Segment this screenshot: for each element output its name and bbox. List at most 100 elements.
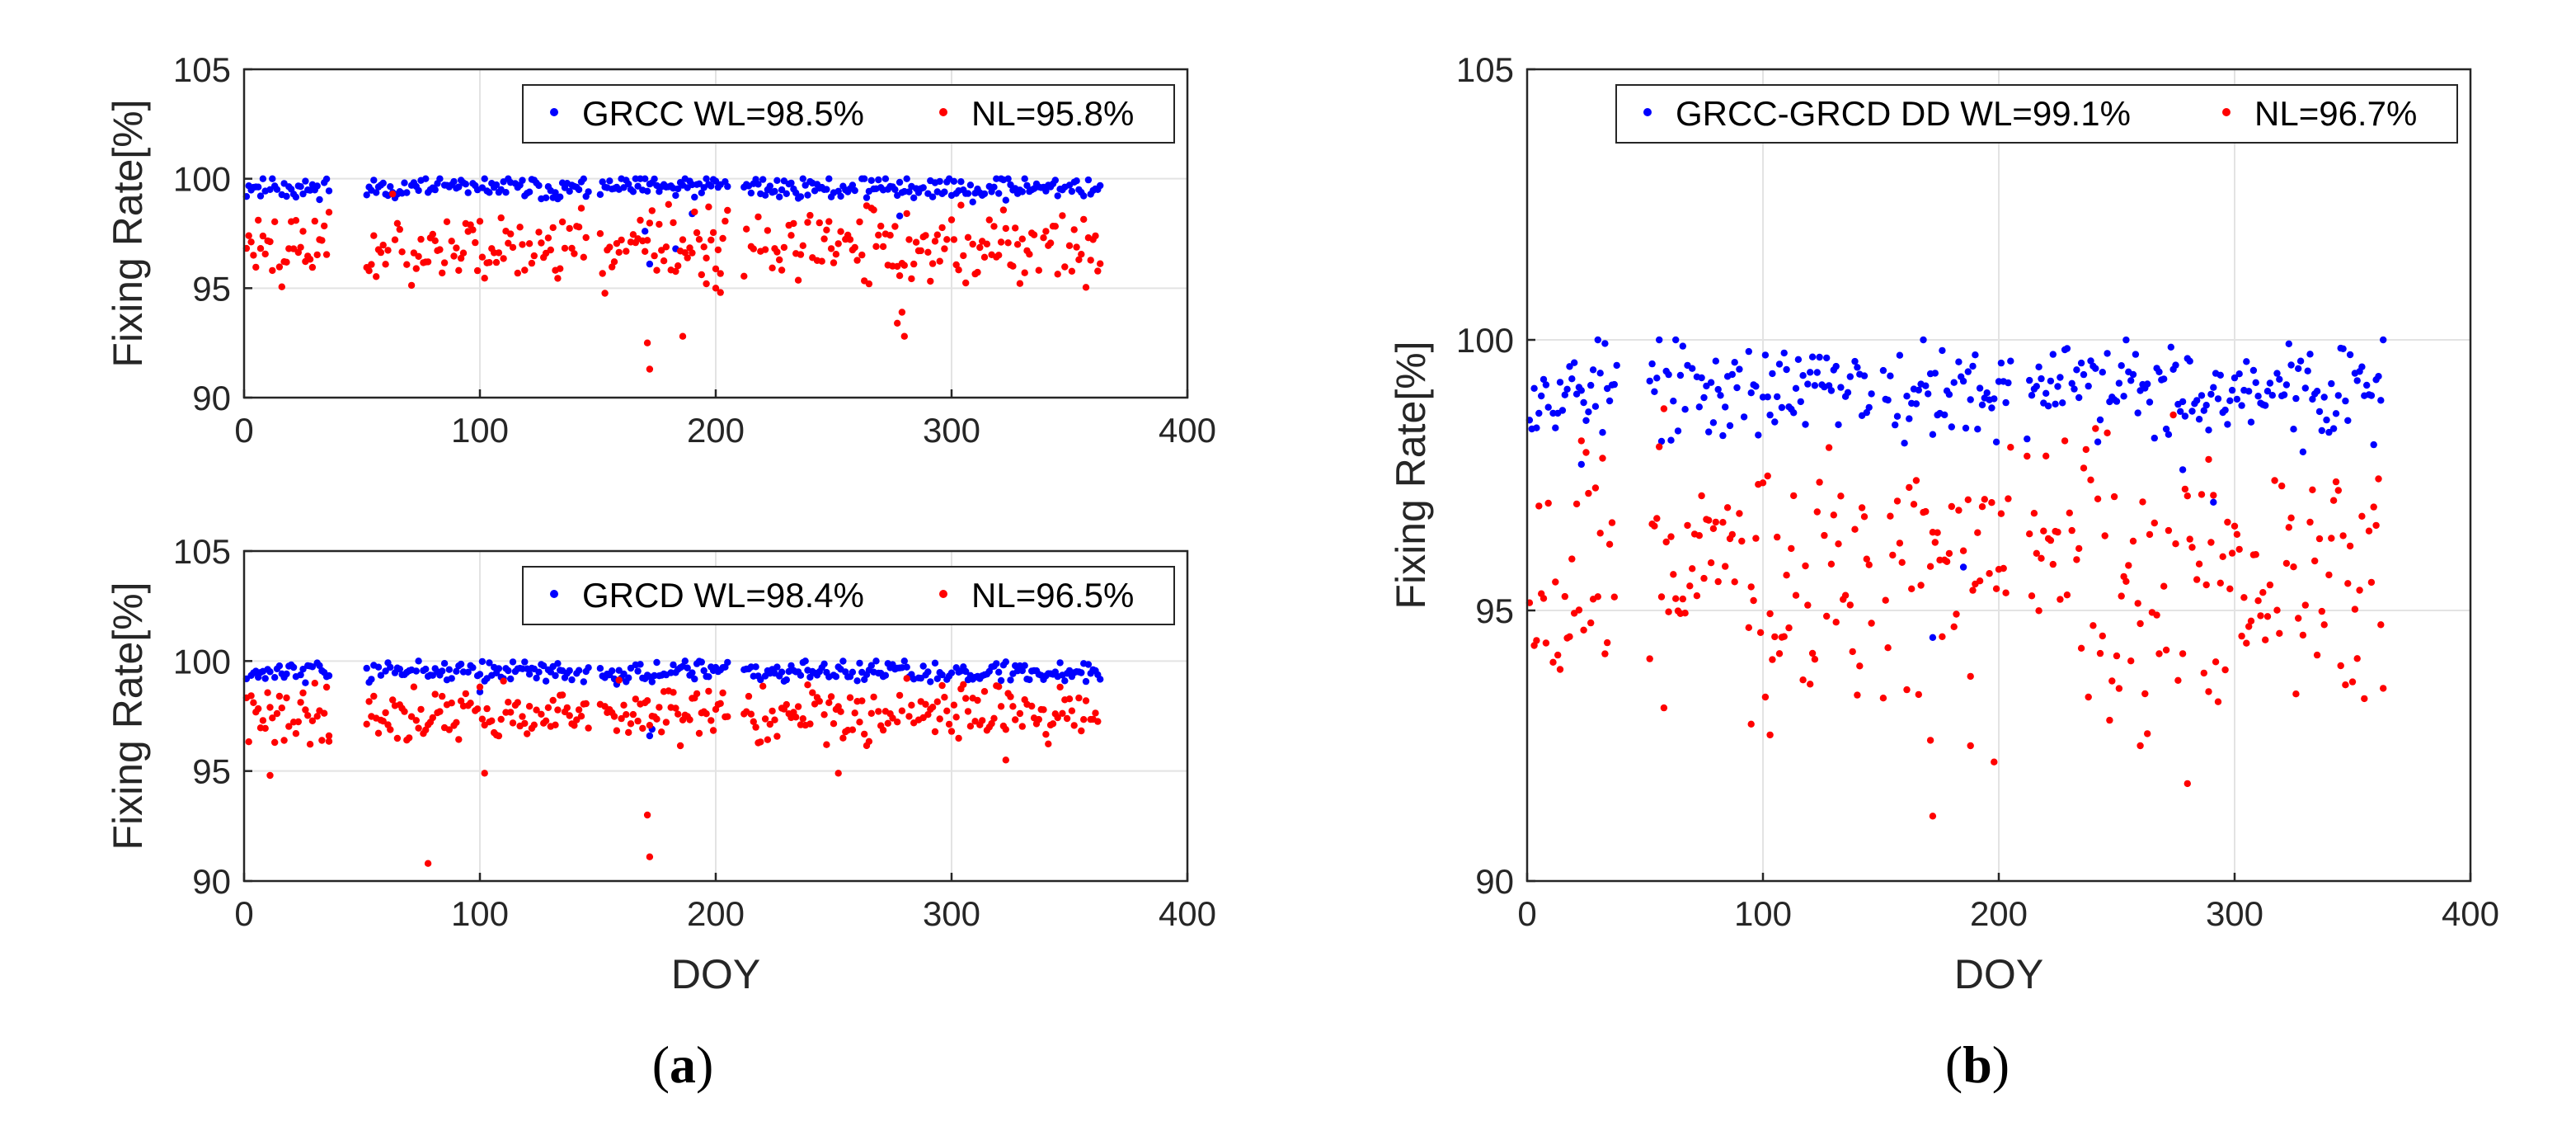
data-point [643,187,651,195]
data-point [2210,498,2217,506]
data-point [542,677,550,685]
data-point [625,728,632,737]
data-point [643,237,651,244]
data-point [1023,181,1031,190]
data-point [648,678,656,686]
data-point [894,719,901,726]
data-point [478,253,487,261]
data-point [895,272,904,280]
data-point [799,175,806,182]
data-point [2263,613,2272,620]
data-point [1906,415,1913,422]
data-point [580,175,587,182]
data-point [374,663,383,671]
data-point [629,231,637,238]
data-point [575,667,583,674]
data-point [1969,362,1977,370]
data-point [1783,572,1790,579]
data-point [2132,351,2140,358]
data-point [497,715,505,723]
data-point [1976,577,1984,585]
data-point [1530,384,1538,392]
data-point [445,666,453,673]
data-point [1898,558,1906,566]
data-point [1929,813,1937,820]
data-point [2177,408,2184,415]
data-point [997,676,1005,685]
data-point [2278,482,2286,490]
data-point [681,249,689,257]
data-point [1035,715,1043,723]
data-point [2089,622,2097,629]
data-point [582,700,590,708]
data-point [903,675,910,682]
data-point [827,245,835,252]
data-point [481,175,488,182]
data-point [905,713,913,720]
data-point [627,664,635,672]
data-point [2301,601,2309,609]
data-point [1868,620,1875,627]
data-point [368,676,375,683]
data-point [1766,610,1774,618]
data-point [563,704,571,712]
data-point [1884,644,1892,652]
data-point [2115,685,2123,692]
data-point [2252,551,2259,558]
data-point [825,175,833,182]
data-point [424,860,432,867]
data-point [1802,421,1809,428]
data-point [313,182,321,190]
data-point [912,238,920,246]
data-point [256,245,265,252]
data-point [1080,215,1088,224]
data-point [363,191,370,199]
data-point [1082,677,1090,686]
data-point [839,657,847,665]
data-point [261,250,269,258]
data-point [2287,361,2295,369]
data-point [1714,385,1722,393]
data-point [1731,359,1738,366]
data-point [1788,544,1795,553]
data-point [455,736,463,743]
data-point [879,726,887,734]
data-point [1915,386,1922,394]
data-point [384,247,392,254]
data-point [2273,370,2281,377]
data-point [2257,612,2264,620]
data-point [1992,585,2000,592]
data-point [1051,177,1060,184]
data-point [530,721,538,728]
data-point [507,709,515,716]
data-point [2254,597,2262,605]
data-point [980,688,989,695]
data-point [1605,540,1614,548]
data-point [533,706,540,714]
data-point [1925,390,1932,398]
data-point [2292,394,2300,403]
data-point [816,697,823,705]
data-point [2363,381,2371,389]
data-point [719,234,726,243]
data-point [283,258,290,266]
data-point [1585,408,1592,416]
data-point [542,194,550,201]
data-point [266,186,274,193]
data-point [2375,475,2382,483]
data-point [995,252,1003,259]
data-point [1533,637,1540,644]
data-point [1009,262,1017,270]
data-point [2230,374,2239,382]
data-point [1566,633,1573,640]
data-point [316,196,323,204]
data-point [675,710,682,718]
data-point [1007,181,1014,189]
data-point [1078,727,1085,735]
data-point [980,190,989,198]
data-point [830,720,838,728]
data-point [308,717,317,724]
data-point [962,667,970,676]
data-point [585,188,592,196]
data-point [299,190,307,198]
